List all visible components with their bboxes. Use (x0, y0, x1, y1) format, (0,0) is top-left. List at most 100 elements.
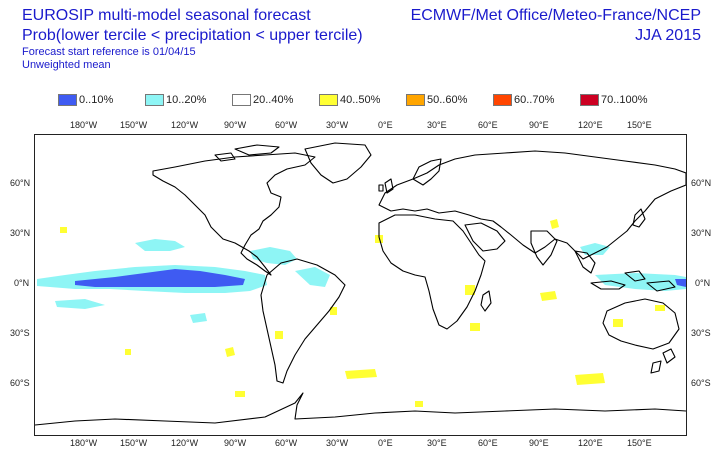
legend-label: 50..60% (427, 94, 468, 106)
map-title: EUROSIP multi-model seasonal forecast (22, 7, 311, 24)
legend-swatch (319, 94, 338, 106)
coast-arabia (464, 222, 506, 252)
shade-yellow-patch (613, 319, 623, 327)
legend-item: 70..100% (580, 92, 647, 108)
lon-tick-bottom: 0°E (378, 438, 393, 448)
lon-tick-top: 180°W (70, 120, 98, 130)
lat-tick-right: 60°S (691, 378, 711, 388)
world-coastlines-icon (35, 142, 686, 426)
lon-tick-top: 30°W (326, 120, 349, 130)
lat-tick-right: 0°N (695, 278, 711, 288)
shade-bay-bengal-cyan (580, 243, 610, 255)
source-block: ECMWF/Met Office/Meteo-France/NCEP JJA 2… (411, 6, 701, 46)
averaging-note: Unweighted mean (22, 59, 111, 71)
legend-swatch (580, 94, 599, 106)
legend-swatch (145, 94, 164, 106)
lon-tick-top: 90°W (224, 120, 247, 130)
coast-japan (632, 208, 646, 228)
lon-tick-top: 150°W (120, 120, 148, 130)
shade-yellow-patch (345, 369, 377, 379)
coast-eurasia (378, 150, 686, 260)
lon-tick-top: 60°E (478, 120, 498, 130)
coast-british-isles (378, 178, 394, 194)
lon-tick-bottom: 120°E (578, 438, 603, 448)
legend-swatch (232, 94, 251, 106)
lat-tick-left: 0°N (14, 278, 30, 288)
shade-pacific-blue (75, 269, 245, 287)
shade-yellow-patch (655, 305, 665, 311)
shade-yellow-patch (330, 307, 337, 315)
legend-label: 60..70% (514, 94, 555, 106)
legend-item: 0..10% (58, 92, 113, 108)
coast-south-america (260, 258, 346, 384)
map-frame (34, 134, 687, 436)
shade-westpac-blue (675, 279, 686, 287)
lat-tick-left: 60°S (10, 378, 30, 388)
forecast-season: JJA 2015 (635, 27, 701, 44)
shade-yellow-patch (415, 401, 423, 407)
lat-tick-left: 30°N (10, 228, 31, 238)
legend-label: 20..40% (253, 94, 294, 106)
world-map (35, 142, 686, 426)
lat-tick-right: 30°S (691, 328, 711, 338)
shade-centralpac-cyan (190, 313, 207, 323)
lon-tick-bottom: 30°W (326, 438, 349, 448)
legend-label: 40..50% (340, 94, 381, 106)
shade-yellow-patch (275, 331, 283, 339)
title-block: EUROSIP multi-model seasonal forecast Pr… (22, 6, 363, 72)
shade-southamerica-cyan (295, 267, 330, 287)
lat-tick-right: 60°N (691, 178, 712, 188)
shade-yellow-patch (125, 349, 131, 355)
legend-item: 20..40% (232, 92, 293, 108)
lat-tick-left: 30°S (10, 328, 30, 338)
lon-tick-bottom: 30°E (427, 438, 447, 448)
lon-tick-top: 0°E (378, 120, 393, 130)
legend-item: 40..50% (319, 92, 380, 108)
legend-item: 50..60% (406, 92, 467, 108)
shade-yellow-patch (225, 347, 235, 357)
lon-tick-bottom: 90°W (224, 438, 247, 448)
lon-tick-top: 30°E (427, 120, 447, 130)
lon-tick-top: 90°E (529, 120, 549, 130)
lat-tick-left: 60°N (10, 178, 31, 188)
shade-pacific-south-cyan (55, 299, 105, 309)
coast-arctic-islands (214, 144, 280, 162)
coast-southeast-asia (574, 250, 676, 292)
coast-scandinavia (412, 158, 442, 186)
coast-africa (378, 214, 486, 330)
coast-australia (602, 298, 680, 350)
coast-north-america (152, 152, 316, 276)
lon-tick-bottom: 60°E (478, 438, 498, 448)
shade-yellow-patch (235, 391, 245, 397)
shade-yellow-patch (540, 291, 557, 301)
coast-new-zealand (650, 348, 676, 374)
lon-tick-top: 120°W (171, 120, 199, 130)
coast-madagascar (480, 290, 492, 312)
shade-pacific-north-cyan (135, 239, 185, 251)
lon-tick-bottom: 150°W (120, 438, 148, 448)
coast-india (530, 230, 558, 266)
coast-antarctica (35, 392, 686, 426)
lon-tick-bottom: 120°W (171, 438, 199, 448)
legend-swatch (493, 94, 512, 106)
lon-tick-top: 150°E (627, 120, 652, 130)
legend-item: 10..20% (145, 92, 206, 108)
coast-greenland (304, 142, 372, 184)
lon-tick-top: 60°W (275, 120, 298, 130)
lon-tick-bottom: 60°W (275, 438, 298, 448)
lon-tick-bottom: 90°E (529, 438, 549, 448)
shade-yellow-patch (575, 373, 605, 385)
lat-tick-right: 30°N (691, 228, 712, 238)
shade-yellow-patch (60, 227, 67, 233)
legend-label: 0..10% (79, 94, 114, 106)
legend-swatch (58, 94, 77, 106)
lon-tick-bottom: 180°W (70, 438, 98, 448)
lon-tick-top: 120°E (578, 120, 603, 130)
shade-yellow-patch (470, 323, 480, 331)
legend-swatch (406, 94, 425, 106)
map-subtitle: Prob(lower tercile < precipitation < upp… (22, 27, 363, 44)
legend-label: 10..20% (166, 94, 207, 106)
forecast-centres: ECMWF/Met Office/Meteo-France/NCEP (410, 7, 701, 24)
forecast-start-reference: Forecast start reference is 01/04/15 (22, 46, 196, 58)
color-legend: 0..10% 10..20% 20..40% 40..50% 50..60% 6… (0, 92, 723, 108)
